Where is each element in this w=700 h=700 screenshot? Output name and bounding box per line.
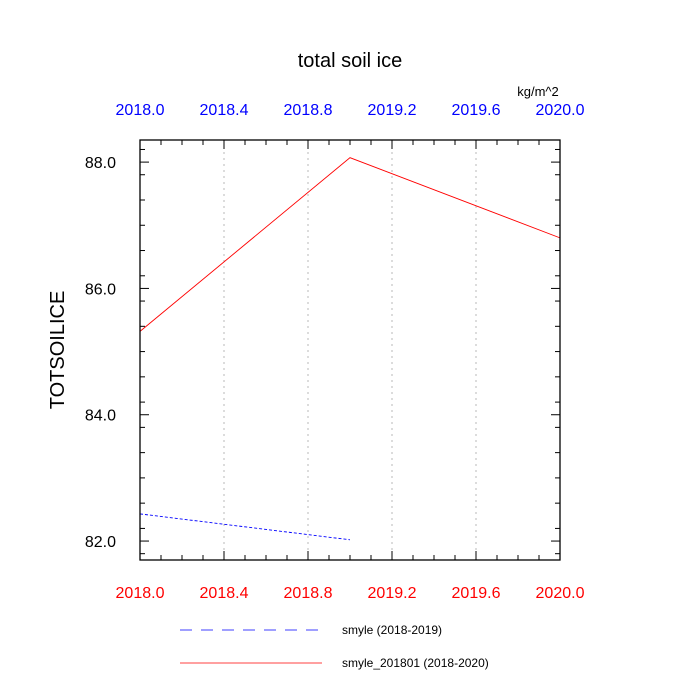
units-label: kg/m^2 xyxy=(517,84,559,99)
y-tick-label-86-0: 86.0 xyxy=(85,281,116,298)
x-tick-label-bottom-2020-0: 2020.0 xyxy=(536,585,585,602)
tick-labels: 2018.0 2018.0 2018.4 2018.4 2018.8 2018.8 2019… xyxy=(85,102,585,602)
series-line-smyle-201801 xyxy=(139,157,561,332)
series-line-smyle xyxy=(139,513,351,541)
plot-frame xyxy=(139,139,561,561)
legend: smyle (2018-2019) smyle_201801 (2018-202… xyxy=(180,623,489,670)
legend-label-smyle-201801: smyle_201801 (2018-2020) xyxy=(342,656,489,670)
x-tick-label-top-2018-0: 2018.0 xyxy=(116,102,165,119)
grid-lines xyxy=(223,140,477,560)
x-tick-label-bottom-2018-4: 2018.4 xyxy=(200,585,249,602)
x-tick-label-top-2018-8: 2018.8 xyxy=(284,102,333,119)
x-tick-label-top-2019-6: 2019.6 xyxy=(452,102,501,119)
x-tick-label-bottom-2019-6: 2019.6 xyxy=(452,585,501,602)
y-tick-label-82-0: 82.0 xyxy=(85,534,116,551)
x-tick-label-top-2020-0: 2020.0 xyxy=(536,102,585,119)
axis-ticks xyxy=(139,140,561,560)
x-tick-label-top-2019-2: 2019.2 xyxy=(368,102,417,119)
y-tick-label-84-0: 84.0 xyxy=(85,408,116,425)
y-axis-label: TOTSOILICE xyxy=(47,291,69,410)
x-tick-label-top-2018-4: 2018.4 xyxy=(200,102,249,119)
chart-title: total soil ice xyxy=(298,50,403,72)
x-tick-label-bottom-2018-8: 2018.8 xyxy=(284,585,333,602)
x-tick-label-bottom-2018-0: 2018.0 xyxy=(116,585,165,602)
x-tick-label-bottom-2019-2: 2019.2 xyxy=(368,585,417,602)
series-lines xyxy=(139,157,561,541)
legend-label-smyle: smyle (2018-2019) xyxy=(342,623,442,637)
y-tick-label-88-0: 88.0 xyxy=(85,155,116,172)
